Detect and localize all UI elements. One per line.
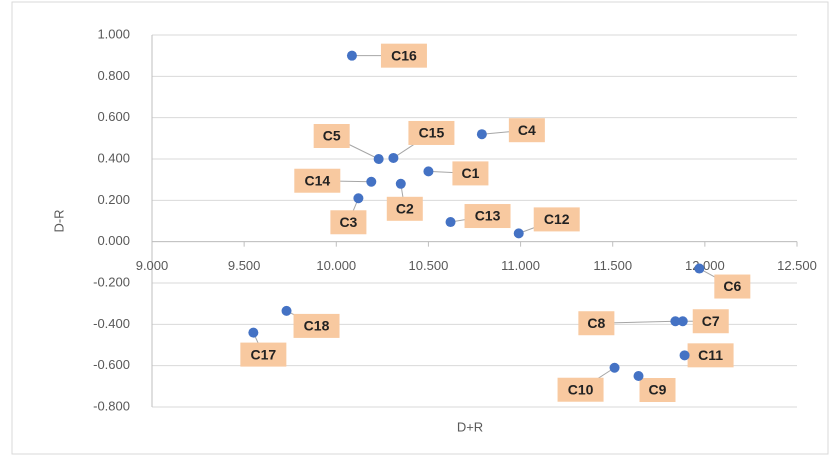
- data-label: C15: [419, 125, 445, 141]
- point: [388, 152, 399, 163]
- label-box: [508, 118, 545, 143]
- data-label: C14: [304, 172, 330, 188]
- y-tick-label: -0.600: [93, 357, 130, 372]
- label-box: [380, 43, 427, 68]
- label-box: [330, 210, 367, 235]
- data-label: C16: [391, 47, 417, 63]
- x-tick-label: 12.000: [685, 258, 725, 273]
- point: [609, 362, 620, 373]
- x-axis-title: D+R: [457, 419, 483, 434]
- point: [366, 176, 377, 187]
- chart-border: [11, 1, 829, 455]
- data-label: C12: [544, 211, 570, 227]
- point: [633, 371, 644, 381]
- y-tick-label: 0.200: [97, 192, 130, 207]
- x-tick-label: 9.500: [228, 258, 261, 273]
- data-label: C11: [698, 347, 723, 363]
- x-tick-label: 11.500: [593, 258, 632, 273]
- point: [445, 217, 456, 228]
- data-label: C7: [702, 313, 720, 329]
- point: [346, 50, 357, 61]
- point: [248, 327, 259, 338]
- label-box: [240, 342, 287, 367]
- data-label: C9: [649, 382, 667, 398]
- point: [395, 178, 406, 189]
- label-box: [452, 161, 489, 186]
- y-axis-title: D-R: [51, 209, 66, 232]
- data-label: C2: [396, 201, 414, 217]
- point: [677, 316, 688, 327]
- y-tick-label: -0.800: [93, 398, 130, 413]
- data-label: C13: [475, 208, 501, 224]
- label-box: [386, 196, 423, 221]
- data-label: C1: [461, 165, 479, 181]
- label-box: [408, 120, 455, 145]
- point: [281, 305, 292, 316]
- x-tick-label: 12.500: [777, 258, 817, 273]
- x-tick-label: 11.000: [501, 258, 540, 273]
- y-tick-label: 0.600: [97, 109, 130, 124]
- label-box: [464, 204, 511, 229]
- y-tick-label: -0.400: [93, 316, 130, 331]
- y-tick-label: 1.000: [97, 26, 130, 41]
- data-label: C6: [723, 278, 741, 294]
- data-label: C8: [587, 315, 605, 331]
- label-box: [557, 377, 604, 402]
- y-tick-label: 0.800: [97, 68, 130, 83]
- y-tick-label: 0.400: [97, 150, 130, 165]
- point: [679, 350, 690, 361]
- point: [670, 316, 681, 327]
- label-box: [533, 207, 580, 232]
- point: [373, 154, 384, 164]
- x-tick-label: 10.000: [316, 258, 356, 273]
- data-label: C5: [323, 128, 341, 144]
- data-label: C3: [339, 214, 357, 230]
- data-label: C10: [568, 381, 594, 397]
- point: [694, 263, 705, 274]
- y-tick-label: -0.200: [93, 274, 130, 289]
- y-tick-label: 0.000: [97, 233, 130, 248]
- label-box: [714, 274, 751, 299]
- label-box: [639, 378, 676, 402]
- label-box: [687, 343, 734, 368]
- point: [353, 193, 364, 204]
- label-box: [692, 309, 729, 334]
- x-tick-label: 10.500: [409, 258, 449, 273]
- label-box: [313, 124, 350, 148]
- x-tick-label: 9.000: [136, 258, 169, 273]
- label-box: [293, 313, 340, 338]
- label-box: [294, 168, 341, 193]
- data-label: C17: [251, 346, 277, 362]
- label-box: [578, 311, 615, 336]
- point: [423, 166, 434, 177]
- data-label: C18: [304, 318, 330, 334]
- point: [513, 228, 524, 239]
- point: [476, 129, 487, 140]
- data-label: C4: [518, 122, 536, 138]
